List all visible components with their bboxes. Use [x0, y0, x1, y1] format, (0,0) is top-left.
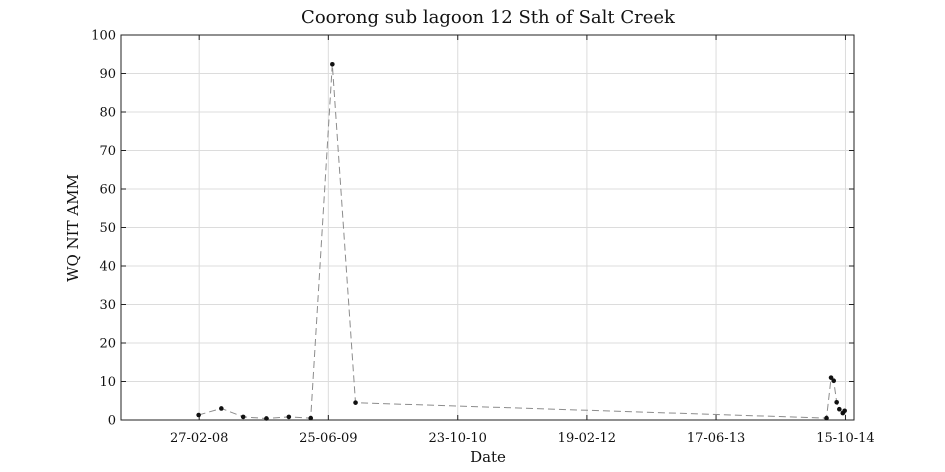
data-point	[264, 416, 269, 421]
y-axis-label: WQ NIT AMM	[64, 174, 82, 282]
series-line	[198, 64, 846, 420]
data-point	[240, 414, 246, 420]
axis-ticks: 0 10 20 30 40 50 60 70 80 90 100 27-02-08 25-06-09 23…	[91, 29, 875, 447]
x-tick-label: 19-02-12	[558, 431, 616, 446]
y-tick-label: 10	[99, 375, 116, 390]
y-tick-label: 90	[99, 67, 116, 82]
y-tick-label: 0	[108, 414, 116, 429]
data-point	[831, 378, 837, 384]
data-point	[353, 400, 358, 405]
data-point	[286, 414, 292, 420]
y-tick-label: 50	[99, 221, 116, 236]
data-point	[330, 61, 335, 67]
y-tick-label: 70	[99, 144, 116, 159]
grid-lines	[121, 34, 854, 421]
x-tick-label: 17-06-13	[687, 431, 745, 446]
data-point	[219, 406, 224, 411]
y-tick-label: 80	[99, 106, 116, 121]
data-point	[834, 399, 839, 405]
data-point	[842, 408, 847, 414]
y-tick-label: 100	[91, 29, 116, 44]
x-tick-label: 15-10-14	[816, 431, 874, 446]
x-tick-label: 27-02-08	[170, 431, 228, 446]
chart-title: Coorong sub lagoon 12 Sth of Salt Creek	[301, 7, 676, 28]
data-point	[196, 412, 201, 418]
y-tick-label: 40	[99, 260, 116, 275]
data-points	[196, 61, 847, 421]
data-point	[828, 375, 834, 380]
data-point	[824, 415, 829, 421]
y-tick-label: 60	[99, 183, 116, 198]
x-tick-label: 23-10-10	[429, 431, 487, 446]
x-tick-label: 25-06-09	[299, 431, 357, 446]
data-point	[308, 415, 314, 421]
x-axis-label: Date	[470, 448, 506, 466]
y-tick-label: 20	[99, 337, 116, 352]
data-point	[837, 406, 842, 412]
y-tick-label: 30	[99, 298, 116, 313]
